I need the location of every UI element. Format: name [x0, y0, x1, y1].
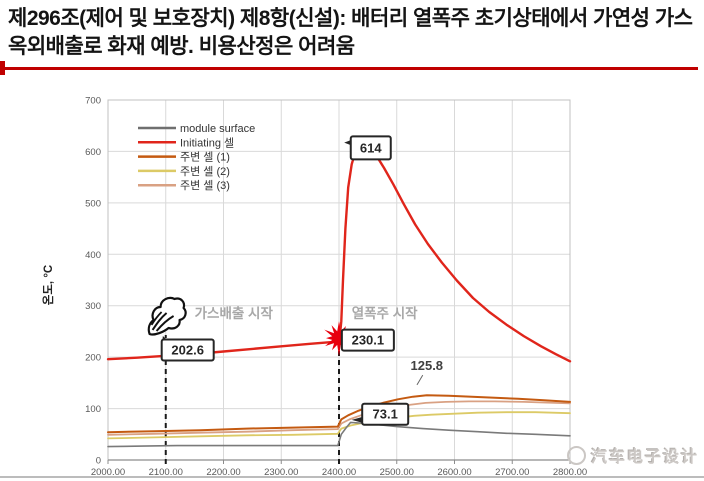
logo-circle-icon	[566, 445, 586, 465]
callout-box-gas-vent-temp	[160, 338, 215, 362]
callout-box-runaway-temp	[340, 328, 395, 352]
data-label-peak-temp: 614	[360, 140, 382, 155]
x-tick-label: 2100.00	[149, 467, 183, 478]
data-label-gas-vent-temp: 202.6	[171, 342, 204, 357]
y-tick-label: 300	[85, 301, 101, 312]
y-tick-label: 100	[85, 404, 101, 415]
temperature-chart: 2000.00 2100.00 2200.00 2300.00 2400.00 2500.…	[42, 96, 587, 479]
event-annotation: 가스배출 시작	[195, 305, 274, 321]
data-label-module-peak-temp: 73.1	[373, 407, 398, 422]
legend-label: Initiating 셀	[180, 136, 234, 149]
y-tick-label: 600	[85, 147, 101, 158]
callout-box-module-peak-temp	[361, 402, 410, 426]
legend-label: 주변 셀 (2)	[180, 165, 230, 178]
legend-label: module surface	[180, 123, 255, 135]
curve-module-surface	[107, 421, 571, 448]
y-tick-label: 0	[96, 456, 101, 467]
y-tick-label: 200	[85, 353, 101, 364]
x-tick-label: 2400.00	[322, 467, 356, 478]
watermark: 汽车电子设计	[566, 443, 699, 467]
legend-label: 주변 셀 (1)	[180, 151, 230, 164]
legend-label: 주변 셀 (3)	[180, 179, 230, 192]
y-tick-label: 400	[85, 250, 101, 261]
steam-puff-icon	[147, 296, 187, 336]
page-title: 제296조(제어 및 보호장치) 제8항(신설): 배터리 열폭주 초기상태에서…	[8, 7, 693, 58]
data-label-cell1-peak-temp: 125.8	[411, 358, 444, 373]
x-tick-label: 2700.00	[495, 467, 529, 478]
watermark-text: 汽车电子设计	[590, 449, 699, 466]
x-tick-label: 2300.00	[264, 467, 298, 478]
x-tick-label: 2000.00	[91, 467, 125, 478]
x-tick-label: 2500.00	[380, 467, 414, 478]
x-tick-label: 2600.00	[437, 467, 471, 478]
data-label-runaway-temp: 230.1	[352, 333, 385, 348]
event-annotation: 열폭주 시작	[352, 305, 418, 321]
y-tick-label: 500	[85, 198, 101, 209]
bottom-border	[0, 476, 704, 478]
callout-box-peak-temp	[349, 135, 392, 161]
y-tick-label: 700	[85, 96, 101, 107]
x-tick-label: 2800.00	[553, 467, 587, 478]
starburst-icon	[324, 321, 355, 357]
title-underline	[0, 67, 698, 70]
y-axis-title: 온도, °C	[42, 265, 55, 305]
callout-leader	[416, 374, 424, 386]
x-tick-label: 2200.00	[206, 467, 240, 478]
